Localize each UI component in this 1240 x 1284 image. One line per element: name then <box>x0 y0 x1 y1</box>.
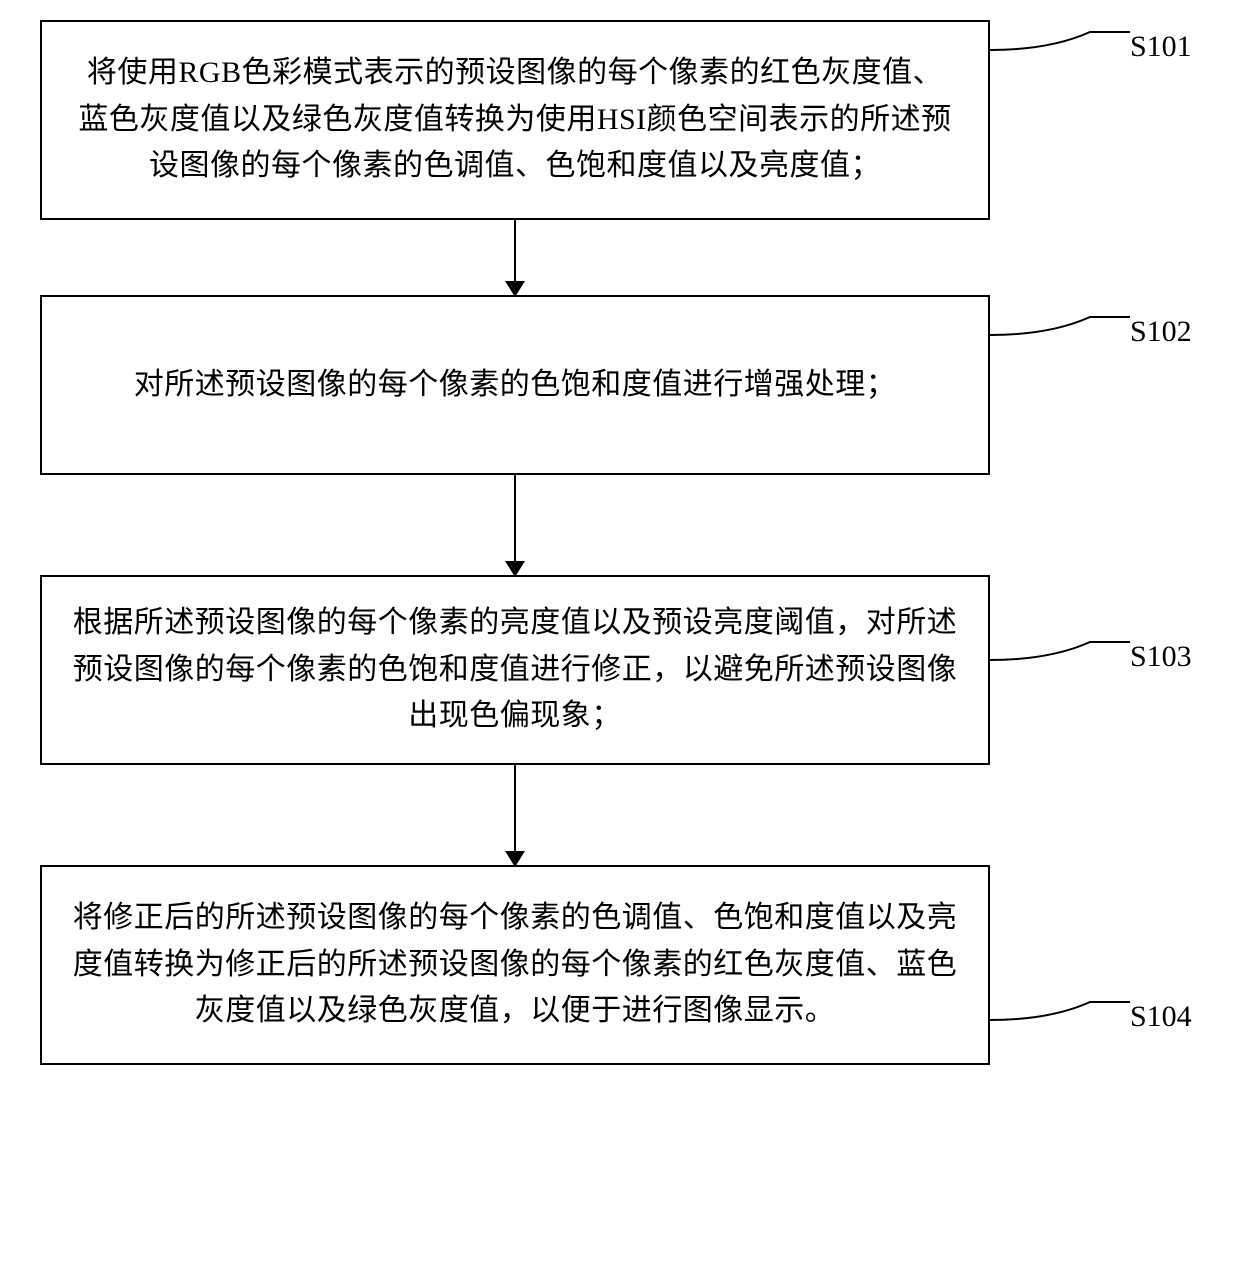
arrow-wrap <box>40 765 990 865</box>
step-text: 根据所述预设图像的每个像素的亮度值以及预设亮度阈值，对所述预设图像的每个像素的色… <box>72 600 958 740</box>
connector-s102 <box>990 315 1130 355</box>
step-text: 将修正后的所述预设图像的每个像素的色调值、色饱和度值以及亮度值转换为修正后的所述… <box>72 895 958 1035</box>
flow-arrow <box>514 475 516 575</box>
flow-step-4: 将修正后的所述预设图像的每个像素的色调值、色饱和度值以及亮度值转换为修正后的所述… <box>40 865 990 1065</box>
step-text: 对所述预设图像的每个像素的色饱和度值进行增强处理； <box>134 362 897 409</box>
arrow-wrap <box>40 475 990 575</box>
flow-step-3: 根据所述预设图像的每个像素的亮度值以及预设亮度阈值，对所述预设图像的每个像素的色… <box>40 575 990 765</box>
step-label-s101: S101 <box>1130 30 1192 64</box>
step-label-s103: S103 <box>1130 640 1192 674</box>
connector-s101 <box>990 30 1130 70</box>
flow-arrow <box>514 765 516 865</box>
connector-s103 <box>990 640 1130 680</box>
arrow-wrap <box>40 220 990 295</box>
flowchart-container: 将使用RGB色彩模式表示的预设图像的每个像素的红色灰度值、蓝色灰度值以及绿色灰度… <box>40 20 990 1065</box>
step-text: 将使用RGB色彩模式表示的预设图像的每个像素的红色灰度值、蓝色灰度值以及绿色灰度… <box>72 50 958 190</box>
step-label-s102: S102 <box>1130 315 1192 349</box>
connector-s104 <box>990 1000 1130 1040</box>
flow-step-2: 对所述预设图像的每个像素的色饱和度值进行增强处理； <box>40 295 990 475</box>
step-label-s104: S104 <box>1130 1000 1192 1034</box>
flow-step-1: 将使用RGB色彩模式表示的预设图像的每个像素的红色灰度值、蓝色灰度值以及绿色灰度… <box>40 20 990 220</box>
flow-arrow <box>514 220 516 295</box>
